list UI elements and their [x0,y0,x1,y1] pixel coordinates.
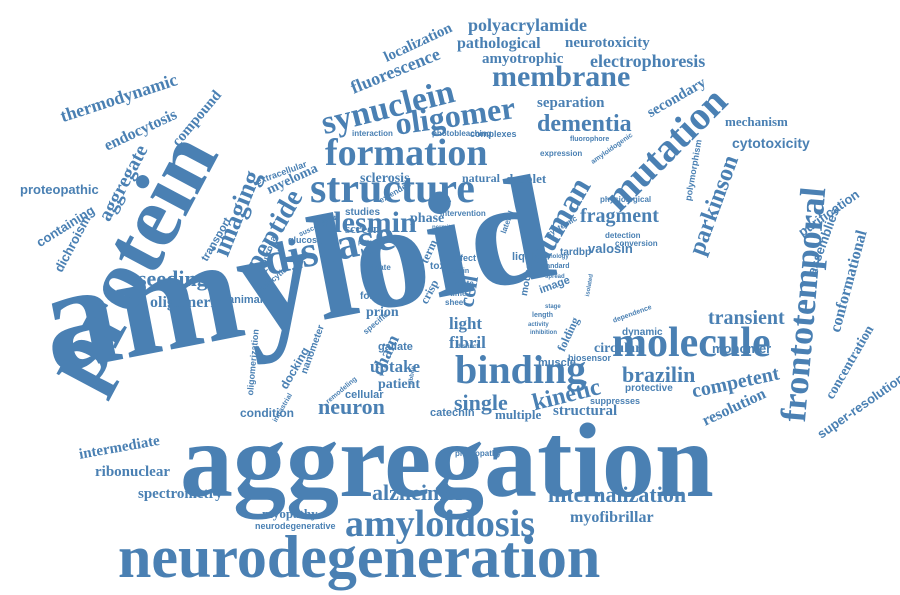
word: toxic [430,261,454,272]
word: neuron [318,394,385,419]
word: circular [594,341,642,356]
word: single [454,390,508,415]
word: animal [228,294,263,306]
word: natural [462,171,501,185]
word: fragment [580,205,659,227]
word: myopathy [262,506,318,521]
word: intermediate [77,432,162,463]
word: polyacrylamide [468,15,587,35]
word: fibril [449,333,486,352]
word: uptake [370,357,421,376]
word: neurodegenerative [255,521,336,531]
word: proteopathic [20,182,99,197]
word: physiological [600,195,652,204]
word: intervention [440,209,486,218]
word: light [449,314,483,333]
word: sclerosis [360,171,410,186]
word: structure [310,166,475,212]
word: brain [452,268,470,275]
word: spread [545,274,565,280]
word: gallate [378,341,413,353]
word: dynamic [622,327,663,338]
word: dementia [537,111,632,137]
word: inhibition [530,330,557,336]
word: brazilin [622,362,696,387]
word: sheet [445,298,466,307]
word: structural [553,403,618,419]
word: internalization [548,482,687,507]
word: pathology [540,254,569,260]
word: prion [366,305,399,320]
word: valosin [588,241,633,256]
word: pathological [457,35,541,52]
word: fluorophore [570,136,610,143]
word: interaction [352,129,393,138]
word: biosensor [568,353,612,363]
word: complexes [470,129,517,139]
word: protective [625,383,673,394]
word: electrophoresis [590,51,706,71]
word: conversion [615,239,658,248]
word: condition [240,406,294,420]
word: activity [528,322,549,328]
word: conformational [827,228,871,335]
word: super-resolution [814,370,900,442]
word: competent [689,362,782,403]
word: cytotoxicity [732,135,810,151]
word: glucose [288,235,323,245]
word: amyloidosis [345,503,536,545]
word: membrane [492,60,631,93]
word: time [450,289,467,298]
word: formation [325,132,488,174]
word: permit [432,225,451,231]
word: molecule [612,320,771,366]
word: initiate [365,263,391,272]
word: patient [378,377,420,392]
word: neurotoxicity [565,35,650,51]
word: multiple [495,407,542,422]
word: pattern [358,240,379,246]
word: detection [605,231,641,240]
word: state [455,279,474,288]
word: aggregation [180,402,714,519]
word: amyotrophic [482,51,564,67]
word: cellular [345,389,384,401]
word: length [532,312,553,319]
word: myofibrillar [570,509,654,526]
word: oligomeric [150,294,222,311]
word: form [360,291,383,302]
word: spectrometry [138,486,223,502]
word: liquid [512,251,542,263]
word: alzheimer [372,480,465,505]
word: binding [455,347,587,392]
word: tardbp [560,247,592,258]
word: droplet [506,171,547,186]
word: proteopathy [455,449,502,458]
word: mechanism [725,114,788,129]
word: ribonuclear [95,464,170,480]
word: stage [545,304,561,310]
word: phase [410,211,445,226]
word: monomer [712,341,772,356]
word: expression [540,149,583,158]
word: standard [540,263,570,270]
word: isolated [585,273,595,298]
word: effect [452,253,477,263]
word: muscle [538,357,576,369]
word: transient [708,307,785,329]
word: distinct [457,344,479,350]
word: screen [345,221,381,236]
word: neurodegeneration [118,524,601,590]
word: catechin [430,407,475,419]
word: studies [345,207,381,218]
word: seeding [138,266,208,291]
word: separation [537,95,605,111]
word: desmin [325,206,417,239]
word: photobleaching [432,129,492,138]
word: suppresses [590,396,641,406]
